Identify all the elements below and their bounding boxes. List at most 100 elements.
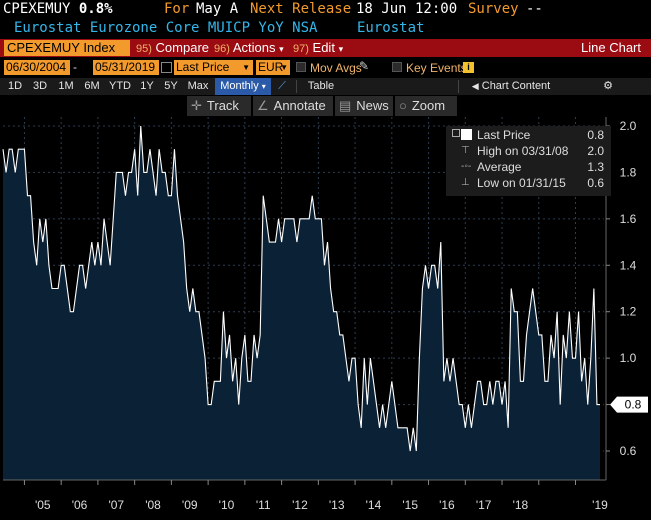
y-tick-label: 1.2	[620, 305, 637, 319]
edit-number: 97)	[293, 43, 309, 55]
news-button[interactable]: ▤ News	[335, 96, 393, 116]
legend-average: -◦- Average 1.3	[446, 159, 606, 175]
pen-icon: ∠	[257, 98, 269, 113]
ticker-title: CPEXEMUY 0.8%	[3, 0, 113, 18]
period-1d[interactable]: 1D	[7, 80, 23, 92]
date-separator: -	[73, 60, 77, 74]
x-tick-label: '06	[72, 498, 88, 512]
x-tick-label: '17	[476, 498, 492, 512]
controls-row: 06/30/2004 - 05/31/2019 Last Price ▼ EUR ▼…	[0, 59, 651, 77]
tools-row: ✛ Track ∠ Annotate ▤ News ○ Zoom	[0, 96, 651, 116]
dropdown-arrow-icon: ▾	[279, 44, 284, 54]
x-tick-label: '15	[402, 498, 418, 512]
period-3d[interactable]: 3D	[32, 80, 48, 92]
ticker-symbol: CPEXEMUY	[3, 1, 71, 17]
start-date-field[interactable]: 06/30/2004	[4, 60, 70, 75]
legend-last-label: Last Price	[477, 128, 531, 142]
security-field[interactable]: CPEXEMUY Index	[4, 40, 130, 56]
legend-last-price[interactable]: Last Price 0.8	[446, 127, 606, 143]
line-chart-icon[interactable]: ⟋	[278, 80, 286, 92]
survey-label: Survey	[468, 1, 519, 17]
legend-high-label: High on 03/31/08	[477, 144, 569, 158]
legend-high: ⊤ High on 03/31/08 2.0	[446, 143, 606, 159]
compare-label: Compare	[155, 40, 209, 55]
divider	[296, 80, 297, 93]
calendar-icon[interactable]	[161, 62, 172, 73]
legend-average-label: Average	[477, 160, 522, 174]
field-select[interactable]: Last Price ▼	[174, 60, 253, 75]
news-icon: ▤	[339, 98, 352, 113]
chevron-left-icon: ◀	[471, 81, 479, 91]
x-tick-label: '13	[329, 498, 345, 512]
y-tick-label: 1.6	[620, 212, 637, 226]
currency-value: EUR	[258, 60, 284, 74]
high-marker-icon: ⊤	[461, 145, 470, 156]
actions-button[interactable]: 96) Actions ▾	[214, 39, 284, 57]
x-tick-label: '05	[35, 498, 51, 512]
table-button[interactable]: Table	[307, 80, 335, 92]
period-max[interactable]: Max	[187, 80, 209, 92]
divider	[458, 80, 459, 93]
x-tick-label: '19	[592, 498, 608, 512]
period-1y[interactable]: 1Y	[140, 80, 154, 92]
magnifier-icon: ○	[399, 98, 407, 113]
survey-value: --	[526, 1, 543, 17]
track-button[interactable]: ✛ Track	[187, 96, 251, 116]
edit-button[interactable]: 97) Edit ▾	[293, 39, 343, 57]
x-tick-label: '09	[182, 498, 198, 512]
zoom-button[interactable]: ○ Zoom	[395, 96, 457, 116]
x-tick-label: '11	[256, 498, 271, 512]
source-label: Eurostat	[357, 20, 425, 36]
currency-select[interactable]: EUR ▼	[256, 60, 290, 75]
period-ytd[interactable]: YTD	[109, 80, 131, 92]
pencil-icon[interactable]: ✎	[359, 59, 370, 73]
dropdown-arrow-icon: ▼	[280, 63, 288, 72]
actions-label: Actions	[232, 40, 276, 55]
annotate-button[interactable]: ∠ Annotate	[253, 96, 333, 116]
mov-avgs-label: Mov Avgs	[310, 61, 362, 75]
frequency-value: Monthly	[220, 80, 259, 92]
crosshair-icon: ✛	[191, 98, 202, 113]
actions-number: 96)	[214, 43, 230, 55]
legend-low-value: 0.6	[587, 176, 604, 190]
edit-label: Edit	[312, 40, 335, 55]
legend-swatch	[461, 129, 472, 140]
next-release-label: Next Release	[250, 1, 352, 17]
header-row-1: CPEXEMUY 0.8% For May A Next Release 18 …	[0, 0, 651, 18]
compare-number: 95)	[136, 43, 152, 55]
y-tick-label: 1.4	[620, 258, 637, 272]
x-axis: '05 '06 '07 '08 '09 '10 '11 '12 '13 '14 '15 '16 '17 '…	[3, 479, 608, 512]
dropdown-arrow-icon: ▼	[242, 63, 250, 72]
y-tick-label: 1.0	[620, 351, 637, 365]
x-tick-label: '14	[366, 498, 382, 512]
series-line	[2, 125, 600, 452]
last-value-tag-box	[610, 396, 648, 413]
series-description: Eurostat Eurozone Core MUICP YoY NSA	[14, 20, 318, 36]
view-title: Line Chart	[581, 40, 641, 55]
series-area	[3, 126, 600, 480]
key-events-label: Key Events	[406, 61, 467, 75]
gear-icon[interactable]: ⚙	[603, 80, 613, 92]
info-icon[interactable]: i	[463, 62, 474, 73]
period-1m[interactable]: 1M	[58, 80, 74, 92]
field-select-value: Last Price	[176, 60, 230, 74]
checkbox-icon	[452, 129, 460, 137]
period-5y[interactable]: 5Y	[164, 80, 178, 92]
chart-content-button[interactable]: ◀ Chart Content	[466, 78, 556, 95]
low-marker-icon: ⊥	[461, 177, 470, 188]
frequency-select[interactable]: Monthly ▾	[215, 78, 271, 95]
y-tick-label: 2.0	[620, 119, 637, 133]
end-date-field[interactable]: 05/31/2019	[93, 60, 159, 75]
mov-avgs-checkbox[interactable]	[296, 62, 306, 72]
legend-last-value: 0.8	[587, 128, 604, 142]
legend-high-value: 2.0	[587, 144, 604, 158]
y-tick-label: 1.8	[620, 165, 637, 179]
period-6m[interactable]: 6M	[84, 80, 100, 92]
key-events-checkbox[interactable]	[392, 62, 402, 72]
header-row-2: Eurostat Eurozone Core MUICP YoY NSA Eur…	[0, 18, 651, 38]
compare-button[interactable]: 95) Compare	[136, 39, 209, 57]
annotate-label: Annotate	[273, 98, 326, 113]
x-tick-label: '18	[513, 498, 529, 512]
last-value: 0.8%	[78, 1, 113, 17]
x-tick-label: '12	[292, 498, 308, 512]
